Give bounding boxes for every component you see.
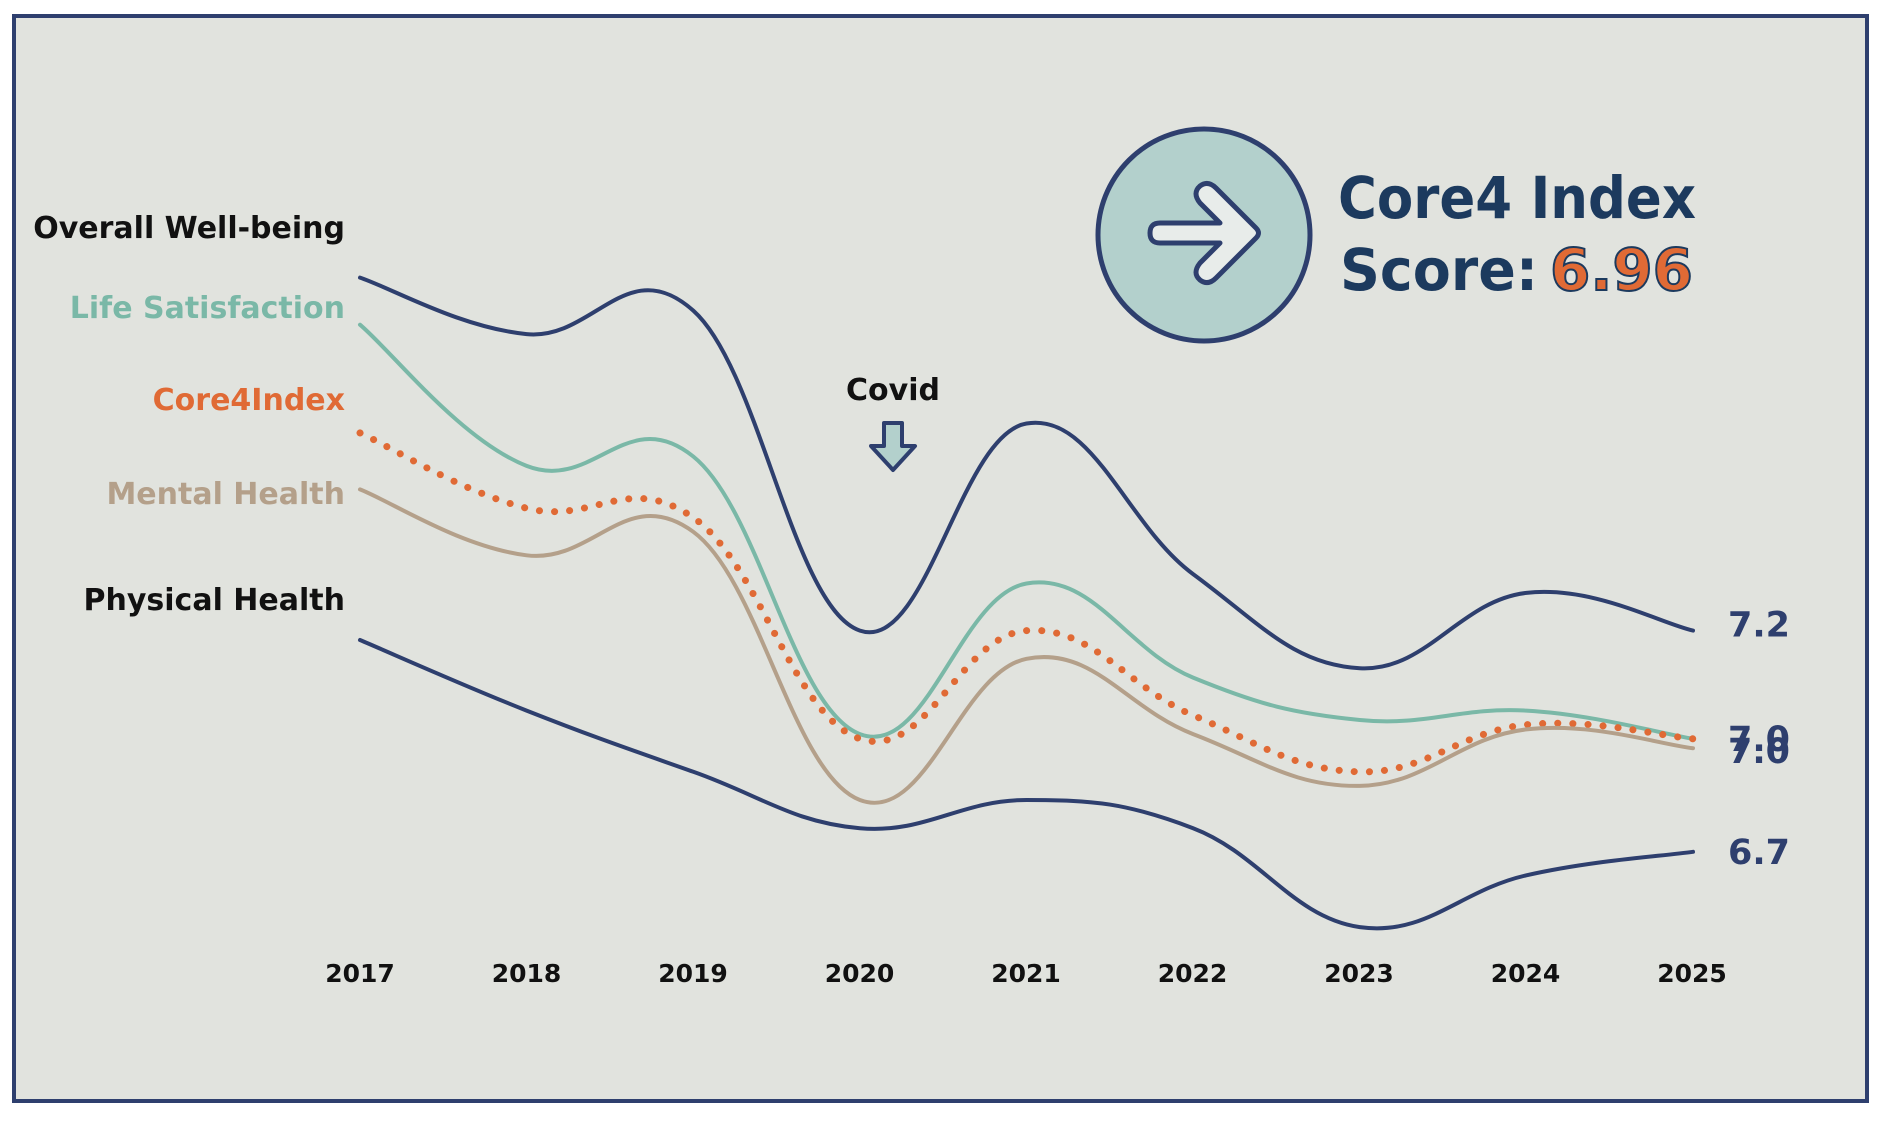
covid-annotation: Covid bbox=[846, 373, 940, 472]
series-line-mental-health bbox=[358, 487, 1695, 805]
series-lines bbox=[356, 275, 1697, 931]
series-line-overall-well-being bbox=[358, 275, 1695, 671]
end-label-overall-well-being: 7.2 bbox=[1728, 606, 1790, 646]
legend-label-life-satisfaction: Life Satisfaction bbox=[70, 291, 345, 326]
x-tick-label-2021: 2021 bbox=[991, 959, 1061, 988]
arrow-down-icon bbox=[869, 421, 917, 472]
end-label-life-satisfaction: 7.0 bbox=[1728, 732, 1790, 772]
x-tick-label-2023: 2023 bbox=[1324, 959, 1394, 988]
x-tick-label-2022: 2022 bbox=[1158, 959, 1228, 988]
legend-label-overall-well-being: Overall Well-being bbox=[33, 211, 345, 246]
index-badge: Core4 Index Score: 6.96 bbox=[1095, 126, 1696, 344]
x-tick-label-2020: 2020 bbox=[825, 959, 895, 988]
legend-label-core4index: Core4Index bbox=[153, 383, 345, 418]
legend-label-mental-health: Mental Health bbox=[106, 477, 345, 512]
arrow-right-icon bbox=[1147, 180, 1261, 286]
series-line-core4index bbox=[356, 429, 1697, 776]
x-tick-label-2019: 2019 bbox=[658, 959, 728, 988]
score-label: Score: bbox=[1340, 236, 1538, 304]
x-tick-label-2018: 2018 bbox=[492, 959, 562, 988]
x-tick-label-2017: 2017 bbox=[325, 959, 395, 988]
x-axis: 2017 2018 2019 2020 2021 2022 2023 2024 2025 bbox=[325, 959, 1727, 988]
series-line-physical-health bbox=[358, 638, 1695, 931]
score-value: 6.96 bbox=[1550, 236, 1693, 304]
legend-label-physical-health: Physical Health bbox=[84, 583, 345, 618]
index-title: Core4 Index bbox=[1338, 164, 1696, 232]
end-labels: 7.2 7.07.0 6.7 bbox=[1728, 606, 1790, 873]
chart-frame bbox=[12, 14, 1869, 1103]
legend: Overall Well-being Life Satisfaction Core4… bbox=[33, 211, 345, 618]
series-line-life-satisfaction bbox=[358, 322, 1695, 741]
covid-label: Covid bbox=[846, 373, 940, 408]
x-tick-label-2025: 2025 bbox=[1657, 959, 1727, 988]
end-label-core4index: 7.0 bbox=[1728, 720, 1790, 760]
x-tick-label-2024: 2024 bbox=[1491, 959, 1561, 988]
end-label-physical-health: 6.7 bbox=[1728, 833, 1790, 873]
